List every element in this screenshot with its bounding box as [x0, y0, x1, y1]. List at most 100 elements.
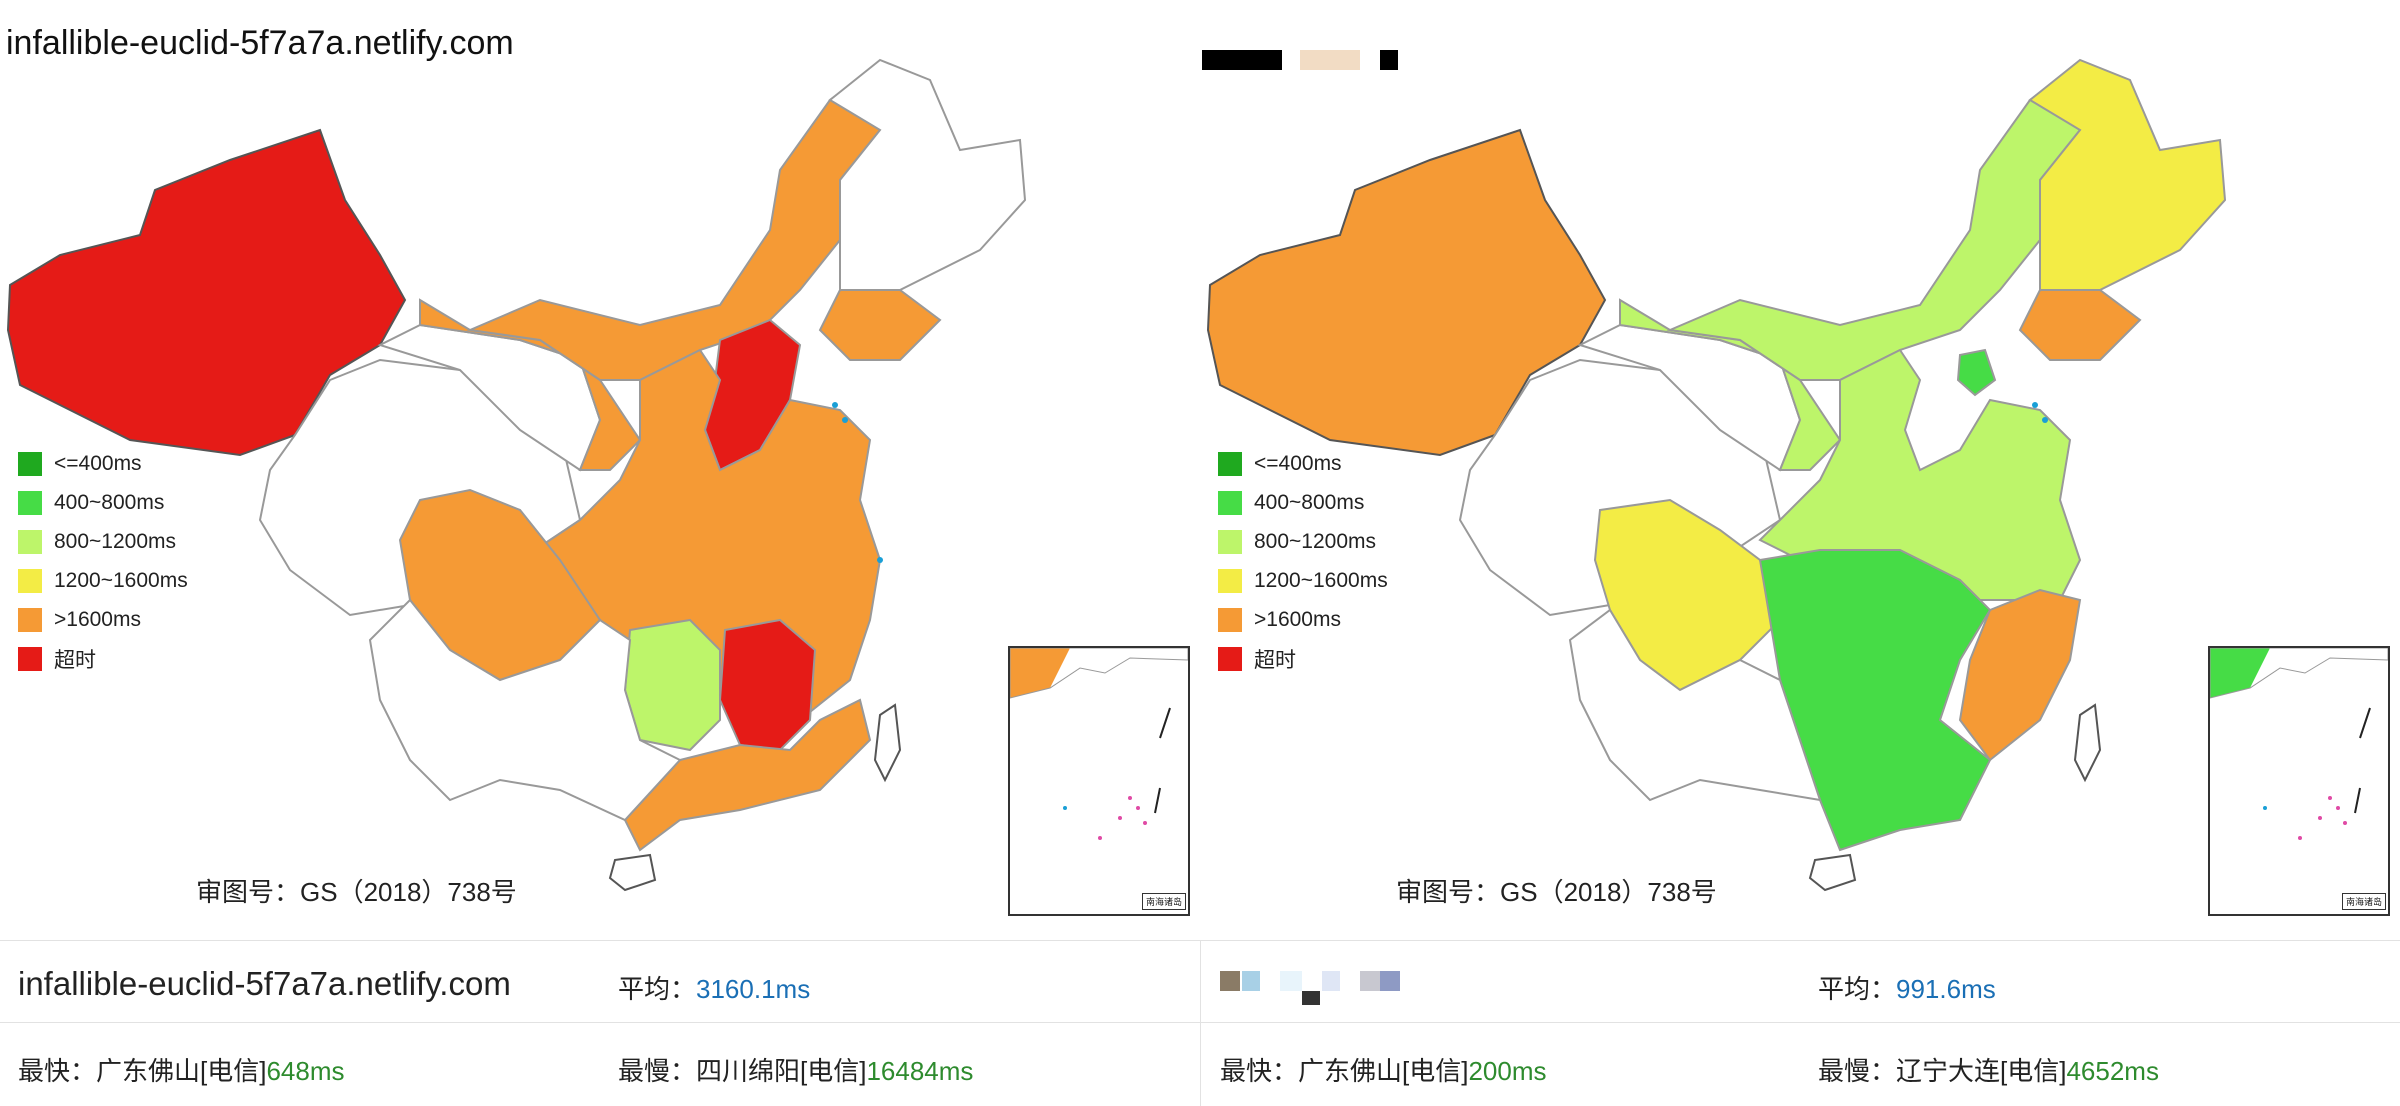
legend-swatch	[1218, 529, 1242, 554]
slowest-right: 最慢：辽宁大连[电信]4652ms	[1818, 1051, 2159, 1088]
region-taiwan	[2073, 703, 2102, 783]
legend-label: 400~800ms	[1254, 490, 1365, 514]
map-title: infallible-euclid-5f7a7a.netlify.com	[6, 24, 514, 62]
redacted-site-name	[1380, 971, 1400, 991]
average-label: 平均：	[618, 974, 697, 1004]
redacted-title	[1380, 50, 1398, 70]
region-heilongjiang	[828, 58, 1027, 291]
legend-item: 800~1200ms	[18, 522, 188, 561]
legend-label: >1600ms	[1254, 607, 1341, 631]
average-left: 平均：3160.1ms	[618, 969, 810, 1006]
region-xinjiang	[1206, 128, 1607, 457]
site-name: infallible-euclid-5f7a7a.netlify.com	[18, 965, 511, 1002]
legend-label: 超时	[54, 648, 96, 672]
legend-item: >1600ms	[18, 600, 188, 639]
legend-item: 1200~1600ms	[18, 561, 188, 600]
redacted-title	[1202, 50, 1282, 70]
redacted-site-name	[1360, 971, 1380, 991]
legend-swatch	[1218, 451, 1242, 476]
average-right: 平均：991.6ms	[1818, 969, 1996, 1006]
legend-label: 800~1200ms	[1254, 529, 1377, 553]
fastest-label: 最快：广东佛山[电信]	[18, 1056, 267, 1086]
region-south-central	[1758, 549, 1992, 852]
south-china-sea-inset: 南海诸岛	[2208, 646, 2390, 916]
region-hainan	[608, 853, 657, 892]
region-beijing	[1956, 348, 1997, 397]
average-value: 991.6ms	[1896, 974, 1996, 1004]
legend-item: <=400ms	[1218, 444, 1388, 483]
region-fujian	[1958, 588, 2082, 762]
legend-item: 400~800ms	[18, 483, 188, 522]
map-approval-number: 审图号：GS（2018）738号	[1396, 877, 1717, 907]
china-map-left	[6, 58, 1027, 892]
region-hunan	[623, 618, 721, 752]
region-southwest	[1568, 608, 1822, 802]
fastest-right: 最快：广东佛山[电信]200ms	[1220, 1051, 1547, 1088]
legend-swatch	[18, 451, 42, 476]
legend-label: >1600ms	[54, 607, 141, 631]
slowest-left: 最慢：四川绵阳[电信]16484ms	[618, 1051, 973, 1088]
legend-swatch	[1218, 490, 1242, 515]
legend-swatch	[18, 568, 42, 593]
legend-item: 800~1200ms	[1218, 522, 1388, 561]
redacted-site-name	[1242, 971, 1260, 991]
region-jiangxi	[718, 618, 817, 752]
legend-item: >1600ms	[1218, 600, 1388, 639]
legend-label: 800~1200ms	[54, 529, 177, 553]
legend-item: 超时	[1218, 639, 1388, 678]
fastest-value: 648ms	[266, 1056, 345, 1086]
region-inner-mongolia	[466, 68, 882, 381]
slowest-value: 4652ms	[2066, 1056, 2159, 1086]
region-liaoning	[2018, 289, 2142, 361]
legend-swatch	[1218, 607, 1242, 632]
legend-item: <=400ms	[18, 444, 188, 483]
legend-label: 1200~1600ms	[54, 568, 188, 592]
inset-map	[1010, 648, 1188, 840]
legend: <=400ms 400~800ms 800~1200ms 1200~1600ms…	[1218, 444, 1388, 678]
stats-row-extremes: 最快：广东佛山[电信]648ms 最慢：四川绵阳[电信]16484ms 最快：广…	[0, 1022, 2400, 1103]
region-xinjiang	[6, 128, 407, 457]
slowest-label: 最慢：辽宁大连[电信]	[1818, 1056, 2067, 1086]
inset-label: 南海诸岛	[1141, 893, 1186, 910]
region-southwest	[368, 598, 682, 822]
column-divider	[1200, 940, 1201, 1106]
fastest-label: 最快：广东佛山[电信]	[1220, 1056, 1469, 1086]
legend-swatch	[18, 646, 42, 671]
inset-map	[2210, 648, 2388, 840]
legend-label: <=400ms	[1254, 451, 1342, 475]
legend-swatch	[18, 490, 42, 515]
fastest-left: 最快：广东佛山[电信]648ms	[18, 1051, 345, 1088]
region-guangdong	[623, 698, 872, 852]
region-inner-mongolia	[1666, 68, 2082, 381]
redacted-site-name	[1280, 971, 1302, 991]
legend-item: 超时	[18, 639, 188, 678]
map-approval-number: 审图号：GS（2018）738号	[196, 877, 517, 907]
legend-item: 400~800ms	[1218, 483, 1388, 522]
legend: <=400ms 400~800ms 800~1200ms 1200~1600ms…	[18, 444, 188, 678]
south-china-sea-inset: 南海诸岛	[1008, 646, 1190, 916]
legend-swatch	[18, 529, 42, 554]
map-panel-right: <=400ms 400~800ms 800~1200ms 1200~1600ms…	[1200, 0, 2400, 940]
redacted-site-name	[1302, 991, 1320, 1005]
legend-item: 1200~1600ms	[1218, 561, 1388, 600]
region-liaoning	[818, 289, 942, 361]
legend-swatch	[1218, 646, 1242, 671]
average-label: 平均：	[1818, 974, 1897, 1004]
inset-label: 南海诸岛	[2341, 893, 2386, 910]
region-hainan	[1808, 853, 1857, 892]
legend-swatch	[18, 607, 42, 632]
slowest-value: 16484ms	[866, 1056, 974, 1086]
china-map-right	[1206, 58, 2227, 892]
legend-label: 1200~1600ms	[1254, 568, 1388, 592]
redacted-site-name	[1220, 971, 1240, 991]
legend-label: 400~800ms	[54, 490, 165, 514]
redacted-site-name	[1322, 971, 1340, 991]
average-value: 3160.1ms	[696, 974, 811, 1004]
redacted-title	[1300, 50, 1360, 70]
region-heilongjiang	[2028, 58, 2227, 291]
legend-label: <=400ms	[54, 451, 142, 475]
fastest-value: 200ms	[1468, 1056, 1547, 1086]
slowest-label: 最慢：四川绵阳[电信]	[618, 1056, 867, 1086]
legend-swatch	[1218, 568, 1242, 593]
region-central	[1758, 348, 2082, 601]
